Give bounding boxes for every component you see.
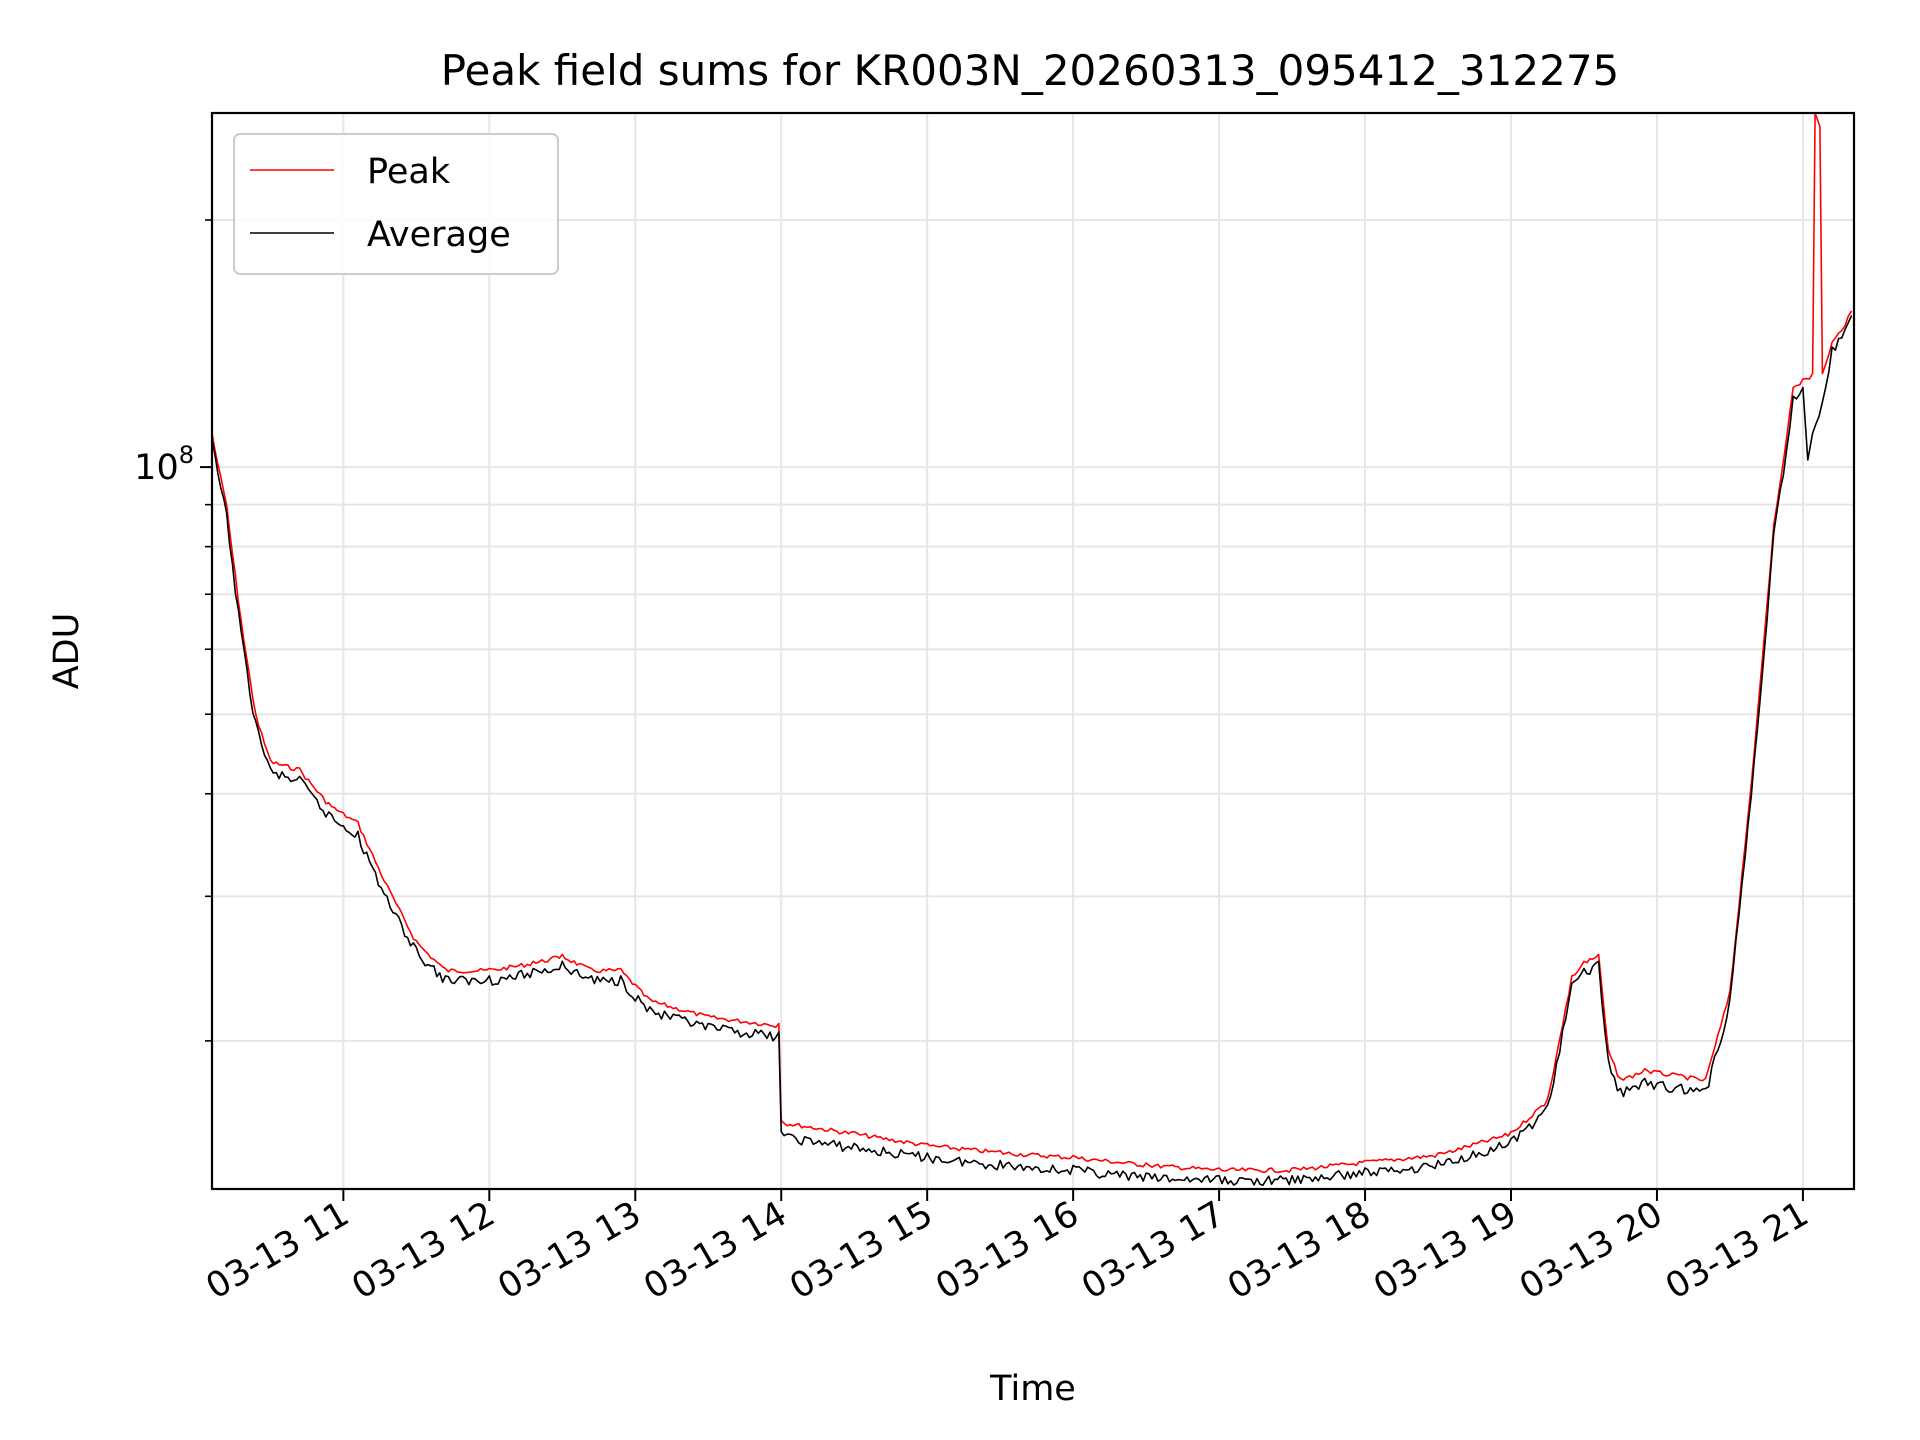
legend-average-label: Average — [367, 215, 511, 255]
series-line-peak — [211, 112, 1853, 1174]
series-layer — [211, 112, 1853, 1186]
plot-area-frame — [210, 111, 1856, 1191]
y-tick-label-exponent: 8 — [179, 441, 194, 469]
chart-title: Peak field sums for KR003N_20260313_0954… — [441, 46, 1620, 95]
legend: Peak Average — [233, 133, 559, 275]
grid — [212, 113, 1854, 1189]
y-axis: 108 — [134, 219, 212, 1042]
series-line-average — [211, 315, 1853, 1186]
y-axis-label: ADU — [47, 613, 87, 690]
legend-peak-label: Peak — [367, 152, 451, 192]
y-tick-label-base: 10 — [134, 448, 179, 488]
x-axis-label: Time — [989, 1369, 1076, 1409]
legend-box — [233, 133, 559, 275]
y-tick-label: 108 — [134, 441, 194, 488]
